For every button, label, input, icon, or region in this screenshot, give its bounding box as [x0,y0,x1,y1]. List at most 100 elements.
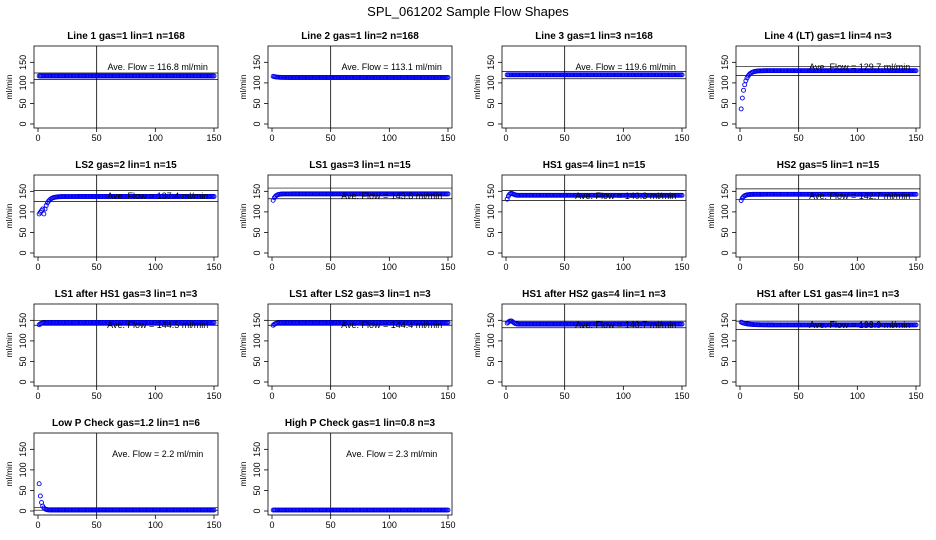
plot-frame [33,174,219,258]
panel-title: Line 3 gas=1 lin=3 n=168 [535,31,653,42]
x-tick-label: 100 [850,133,865,143]
figure-title: SPL_061202 Sample Flow Shapes [367,4,569,19]
y-tick-label: 150 [18,442,28,457]
x-tick-label: 50 [326,520,336,530]
average-flow-annotation: Ave. Flow = 143.8 ml/min [341,191,442,201]
data-point [445,75,451,80]
y-tick-label: 150 [486,55,496,70]
x-tick-label: 50 [92,520,102,530]
x-tick-label: 50 [560,391,570,401]
data-point [445,191,451,197]
data-point [913,68,919,74]
data-point [43,203,49,208]
y-tick-label: 150 [252,55,262,70]
x-tick-label: 50 [794,262,804,272]
x-tick-label: 50 [92,391,102,401]
x-tick-label: 50 [794,133,804,143]
data-points [504,190,685,202]
plot-frame [735,303,921,387]
data-points [36,73,217,79]
average-flow-annotation: Ave. Flow = 137.4 ml/min [107,191,208,201]
plot-frame [267,432,453,516]
panel-title: Low P Check gas=1.2 lin=1 n=6 [52,418,200,429]
data-point [913,322,919,328]
y-axis-label: ml/min [238,203,248,228]
panel-title: LS1 after HS1 gas=3 lin=1 n=3 [55,289,198,300]
plot-frame [501,303,687,387]
y-tick-label: 150 [252,313,262,328]
average-flow-annotation: Ave. Flow = 119.6 ml/min [575,62,675,72]
plot-frame [501,174,687,258]
data-points [738,68,919,112]
data-point [741,87,746,93]
x-tick-label: 100 [148,520,163,530]
y-tick-label: 100 [720,75,730,90]
y-tick-label: 150 [720,313,730,328]
x-tick-label: 100 [148,133,163,143]
panel-title: Line 1 gas=1 lin=1 n=168 [67,31,185,42]
x-tick-label: 150 [440,133,455,143]
y-axis-label: ml/min [472,74,482,99]
data-points [504,318,685,327]
y-tick-label: 150 [18,55,28,70]
x-tick-label: 50 [794,391,804,401]
x-tick-label: 150 [206,133,221,143]
x-tick-label: 100 [148,391,163,401]
data-point [739,95,745,101]
panel-9: LS1 after HS1 gas=3 lin=1 n=3 0 50 100 150 0 5… [4,289,222,401]
data-points [270,507,451,513]
y-tick-label: 0 [18,121,28,126]
y-axis-label: ml/min [4,332,14,357]
x-tick-label: 100 [616,262,631,272]
panel-12: HS1 after LS1 gas=4 lin=1 n=3 0 50 100 150 0 5… [706,289,924,401]
x-tick-label: 150 [674,391,689,401]
y-tick-label: 100 [18,462,28,477]
y-tick-label: 50 [18,227,28,237]
panel-11: HS1 after HS2 gas=4 lin=1 n=3 0 50 100 150 0 5… [472,289,690,401]
panel-14: High P Check gas=1 lin=0.8 n=3 0 50 100 150 0… [238,418,456,530]
x-tick-label: 0 [269,133,274,143]
y-tick-label: 50 [252,485,262,495]
y-tick-label: 150 [18,184,28,199]
average-flow-annotation: Ave. Flow = 113.1 ml/min [341,62,441,72]
data-point [37,493,43,499]
y-tick-label: 50 [252,356,262,366]
y-tick-label: 0 [720,121,730,126]
y-tick-label: 50 [720,227,730,237]
plot-frame [33,432,219,516]
x-tick-label: 0 [35,262,40,272]
x-tick-label: 50 [560,133,570,143]
average-flow-annotation: Ave. Flow = 138.9 ml/min [809,320,910,330]
x-tick-label: 50 [92,133,102,143]
y-tick-label: 100 [252,462,262,477]
x-tick-label: 50 [326,133,336,143]
y-tick-label: 100 [720,333,730,348]
average-flow-annotation: Ave. Flow = 142.7 ml/min [809,191,910,201]
data-point [738,106,744,112]
y-tick-label: 50 [252,227,262,237]
x-tick-label: 150 [908,391,923,401]
y-tick-label: 100 [18,204,28,219]
data-point [445,507,451,513]
x-tick-label: 150 [206,262,221,272]
y-tick-label: 100 [486,75,496,90]
panel-3: Line 3 gas=1 lin=3 n=168 0 50 100 150 0 50 100 1… [472,31,690,143]
y-axis-label: ml/min [238,461,248,486]
data-point [679,192,685,198]
y-tick-label: 0 [486,379,496,384]
average-flow-annotation: Ave. Flow = 144.4 ml/min [341,320,442,330]
data-point [211,320,217,326]
y-axis-label: ml/min [4,74,14,99]
panel-6: LS1 gas=3 lin=1 n=15 0 50 100 150 0 50 100 150 ml… [238,160,456,272]
y-tick-label: 150 [486,184,496,199]
x-tick-label: 50 [560,262,570,272]
y-tick-label: 150 [252,184,262,199]
x-tick-label: 100 [616,391,631,401]
x-tick-label: 150 [206,391,221,401]
plot-frame [267,45,453,129]
x-tick-label: 100 [148,262,163,272]
x-tick-label: 100 [382,262,397,272]
panel-title: HS1 after HS2 gas=4 lin=1 n=3 [522,289,666,300]
y-tick-label: 50 [720,98,730,108]
